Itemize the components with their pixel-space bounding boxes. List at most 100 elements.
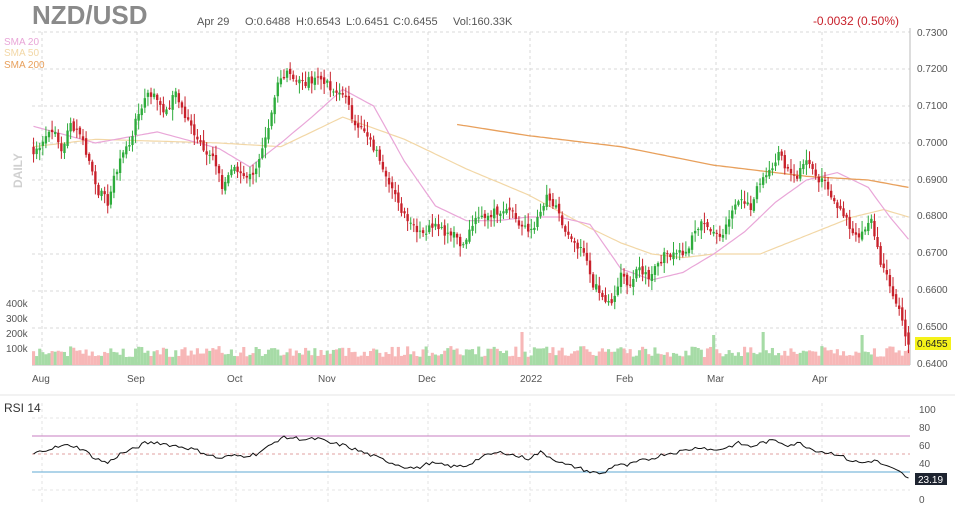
candle-body — [582, 248, 586, 253]
candle-body — [360, 126, 363, 128]
volume-tick: 200k — [6, 329, 29, 340]
candle-body — [78, 127, 82, 135]
volume-bar — [517, 356, 521, 365]
volume-bar — [396, 346, 400, 365]
price-tick: 0.7300 — [917, 28, 948, 39]
candle-body — [904, 319, 907, 337]
candle-body — [480, 215, 483, 218]
volume-bar — [195, 348, 199, 365]
candle-body — [601, 292, 604, 297]
candle-body — [604, 295, 607, 302]
candle-body — [264, 137, 267, 148]
volume-bar — [554, 355, 558, 365]
volume-bar — [378, 352, 382, 365]
candle-body — [50, 129, 54, 133]
candle-body — [799, 167, 802, 179]
volume-bar — [770, 347, 774, 365]
candle-body — [805, 160, 808, 165]
volume-bar — [211, 348, 215, 365]
volume-bar — [539, 348, 543, 365]
candle-body — [851, 228, 854, 234]
candle-body — [499, 213, 502, 216]
volume-bar — [647, 354, 651, 365]
candle-body — [279, 78, 283, 85]
volume-bar — [715, 349, 719, 365]
candle-body — [644, 272, 647, 275]
volume-bar — [443, 350, 447, 365]
candle-body — [557, 203, 561, 214]
candle-body — [443, 225, 446, 236]
volume-bar — [492, 346, 496, 365]
volume-bar — [854, 351, 858, 365]
price-tick: 0.6700 — [917, 248, 948, 259]
x-tick: Aug — [32, 374, 50, 385]
candle-body — [66, 130, 69, 146]
volume-bar — [885, 348, 889, 365]
volume-bar — [869, 354, 873, 365]
volume-bar — [109, 348, 113, 365]
candle-body — [517, 220, 521, 226]
candle-body — [724, 224, 728, 235]
moving-averages — [33, 88, 909, 281]
candle-body — [842, 208, 845, 217]
volume-bar — [464, 349, 468, 365]
volume-bar — [551, 347, 555, 365]
rsi-last-label: 23.19 — [918, 475, 943, 486]
candle-body — [81, 136, 85, 141]
candle-body — [629, 284, 632, 286]
volume-axis: 400k 300k 200k 100k — [6, 299, 29, 355]
candle-body — [307, 77, 310, 88]
candle-body — [777, 151, 780, 161]
volume-bar — [69, 346, 73, 365]
volume-bar — [594, 355, 598, 365]
candle-body — [387, 177, 391, 185]
candle-body — [242, 173, 245, 177]
candle-body — [106, 194, 109, 206]
candle-body — [898, 305, 901, 309]
volume-bar — [171, 356, 175, 365]
volume-bar — [894, 352, 898, 365]
candle-body — [38, 147, 41, 151]
volume-bar — [220, 352, 224, 365]
volume-bar — [353, 351, 357, 365]
volume-tick: 100k — [6, 344, 29, 355]
volume-bar — [903, 350, 907, 365]
volume-bar — [248, 354, 252, 365]
volume-bar — [325, 350, 329, 365]
volume-bar — [817, 355, 821, 365]
candle-body — [177, 93, 181, 103]
candle-body — [245, 175, 249, 178]
ohlc-open: O:0.6488 — [245, 16, 290, 28]
volume-bar — [795, 353, 799, 365]
candle-body — [684, 251, 688, 254]
volume-bar — [399, 355, 403, 365]
candle-body — [412, 224, 415, 226]
candle-body — [97, 184, 100, 196]
candle-body — [462, 244, 465, 246]
ohlc-close: C:0.6455 — [393, 16, 438, 28]
volume-bar — [514, 346, 518, 365]
volume-bar — [557, 350, 561, 365]
candle-body — [285, 70, 289, 78]
candle-body — [267, 127, 270, 140]
volume-bar — [44, 354, 48, 365]
candle-body — [607, 301, 610, 303]
rsi-series-line — [33, 435, 909, 479]
candle-body — [508, 207, 511, 211]
candle-body — [332, 91, 335, 93]
volume-bar — [882, 356, 886, 365]
volume-bar — [180, 349, 184, 365]
candle-body — [666, 253, 669, 255]
sma200-line — [456, 123, 909, 189]
price-tick: 0.7000 — [917, 138, 948, 149]
volume-bar — [381, 356, 385, 365]
volume-bar — [81, 353, 85, 365]
volume-bar — [906, 349, 910, 365]
volume-bar — [232, 355, 237, 365]
volume-bar — [820, 346, 824, 365]
volume-bar — [421, 349, 425, 365]
candle-body — [205, 151, 208, 155]
volume-bar — [801, 350, 805, 365]
volume-bar — [449, 346, 453, 365]
price-tick: 0.7200 — [917, 64, 948, 75]
